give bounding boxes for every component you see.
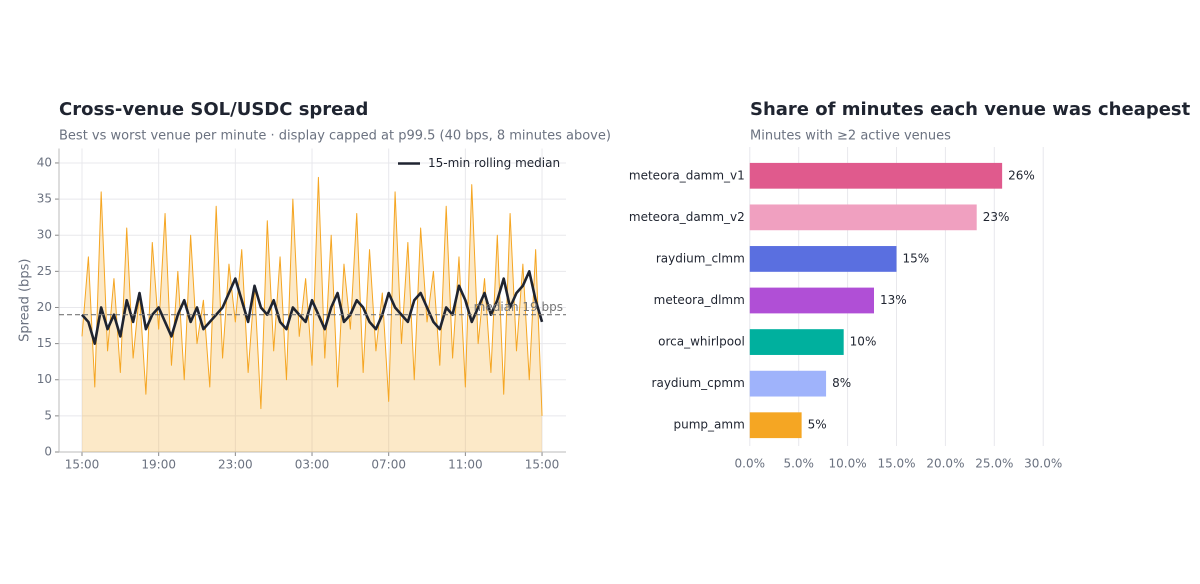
value-label: 26%	[1008, 168, 1035, 182]
x-tick-label: 07:00	[371, 458, 406, 472]
bar	[749, 412, 802, 439]
value-label: 13%	[880, 293, 907, 307]
chart-subtitle: Best vs worst venue per minute · display…	[59, 129, 611, 144]
y-tick-label: 35	[37, 192, 52, 206]
value-label: 10%	[850, 335, 877, 349]
chart-title: Cross-venue SOL/USDC spread	[59, 99, 368, 120]
bar	[749, 162, 1003, 189]
value-label: 8%	[832, 376, 851, 390]
y-tick-label: raydium_clmm	[656, 251, 745, 265]
x-tick-label: 20.0%	[926, 457, 964, 471]
y-tick-label: 0	[44, 445, 52, 459]
x-tick-label: 10.0%	[829, 457, 867, 471]
legend-label: 15-min rolling median	[428, 156, 560, 170]
y-tick-label: meteora_damm_v2	[629, 210, 745, 224]
value-label: 15%	[903, 251, 930, 265]
y-tick-label: 5	[44, 408, 52, 422]
y-tick-label: meteora_dlmm	[654, 293, 745, 307]
y-tick-label: 30	[37, 228, 52, 242]
x-tick-label: 15.0%	[877, 457, 915, 471]
area-fill	[82, 177, 543, 452]
y-tick-label: pump_amm	[674, 418, 745, 432]
x-tick-label: 19:00	[141, 458, 176, 472]
y-tick-label: 15	[37, 336, 52, 350]
x-tick-label: 11:00	[448, 458, 483, 472]
x-tick-label: 15:00	[65, 458, 100, 472]
series-line	[81, 270, 544, 345]
y-tick-label: 20	[37, 300, 52, 314]
median-annotation: median 19 bps	[474, 300, 563, 314]
x-tick-label: 25.0%	[975, 457, 1013, 471]
chart-title: Share of minutes each venue was cheapest	[750, 99, 1191, 120]
series-line	[81, 176, 543, 416]
y-tick-label: raydium_cpmm	[652, 376, 745, 390]
bar	[749, 329, 844, 355]
y-tick-label: orca_whirlpool	[658, 335, 745, 349]
x-tick-label: 23:00	[218, 458, 253, 472]
value-label: 5%	[808, 418, 827, 432]
value-label: 23%	[983, 210, 1010, 224]
bar	[749, 204, 977, 231]
y-tick-label: 25	[37, 264, 52, 278]
x-tick-label: 03:00	[295, 458, 330, 472]
bar	[749, 287, 875, 314]
bar	[749, 246, 897, 272]
y-tick-label: 10	[37, 372, 52, 386]
y-tick-label: meteora_damm_v1	[629, 168, 745, 182]
y-tick-label: 40	[37, 155, 52, 169]
y-axis-label: Spread (bps)	[18, 259, 33, 342]
x-tick-label: 30.0%	[1024, 457, 1062, 471]
bar	[749, 370, 827, 397]
x-tick-label: 5.0%	[783, 457, 814, 471]
chart-subtitle: Minutes with ≥2 active venues	[750, 129, 951, 144]
x-tick-label: 15:00	[525, 458, 560, 472]
x-tick-label: 0.0%	[735, 457, 766, 471]
